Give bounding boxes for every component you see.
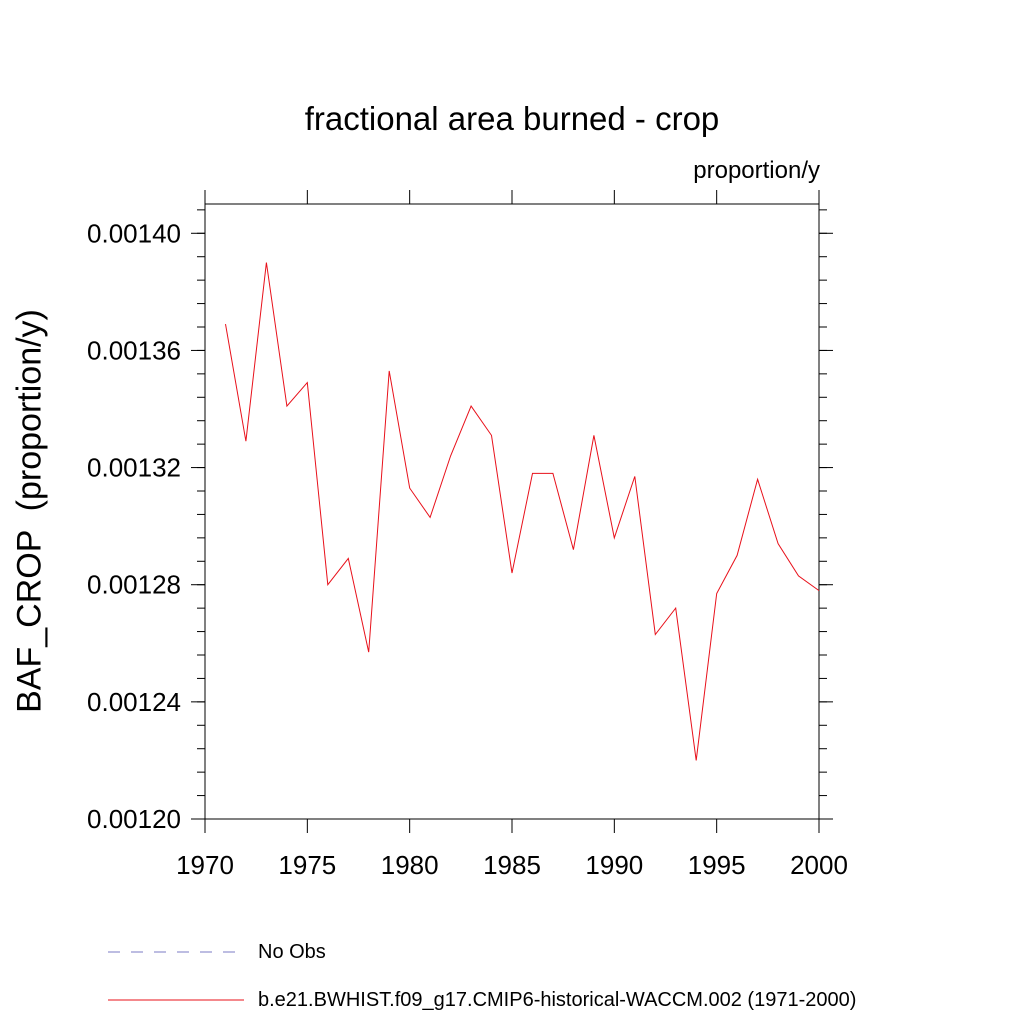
x-tick-label-1970: 1970 [176, 850, 234, 880]
data-point-1972 [245, 441, 246, 442]
x-tick-label-2000: 2000 [790, 850, 848, 880]
data-point-1991 [634, 476, 635, 477]
y-axis-label: BAF_CROP (proportion/y) [10, 309, 49, 713]
data-point-1997 [757, 479, 758, 480]
data-point-1995 [716, 593, 717, 594]
data-point-1979 [389, 370, 390, 371]
y-tick-label-0.00136: 0.00136 [87, 335, 181, 365]
y-tick-label-0.00132: 0.00132 [87, 453, 181, 483]
x-tick-label-1985: 1985 [483, 850, 541, 880]
y-tick-label-0.00120: 0.00120 [87, 804, 181, 834]
data-point-1976 [327, 584, 328, 585]
data-point-1974 [286, 406, 287, 407]
data-point-1992 [655, 634, 656, 635]
x-tick-label-1995: 1995 [688, 850, 746, 880]
data-point-1981 [430, 517, 431, 518]
data-point-1990 [614, 537, 615, 538]
data-point-1978 [368, 652, 369, 653]
data-point-1996 [737, 555, 738, 556]
x-tick-label-1975: 1975 [278, 850, 336, 880]
data-point-1984 [491, 435, 492, 436]
data-point-1982 [450, 455, 451, 456]
plot-frame [204, 203, 820, 820]
data-point-1980 [409, 488, 410, 489]
data-point-1971 [225, 324, 226, 325]
data-point-1994 [696, 760, 697, 761]
data-point-1993 [675, 608, 676, 609]
data-point-1977 [348, 558, 349, 559]
data-point-1988 [573, 549, 574, 550]
axis-ticks [191, 190, 833, 833]
tick-labels: 1970 1975 1980 1985 1990 1995 2000 0.00120 0.001… [87, 218, 848, 880]
y-tick-label-0.00140: 0.00140 [87, 218, 181, 248]
x-tick-label-1980: 1980 [381, 850, 439, 880]
series-line-0 [225, 262, 820, 761]
data-point-1975 [307, 382, 308, 383]
data-point-1986 [532, 473, 533, 474]
data-point-1998 [778, 543, 779, 544]
series-group [225, 262, 820, 761]
data-point-1987 [552, 473, 553, 474]
data-point-1989 [593, 435, 594, 436]
legend-label-model: b.e21.BWHIST.f09_g17.CMIP6-historical-WA… [258, 989, 857, 1011]
data-point-1973 [266, 262, 267, 263]
data-point-1983 [471, 406, 472, 407]
x-tick-label-1990: 1990 [585, 850, 643, 880]
units-label: proportion/y [693, 157, 820, 184]
data-point-1985 [511, 572, 512, 573]
chart-title: fractional area burned - crop [304, 100, 720, 137]
y-tick-label-0.00128: 0.00128 [87, 570, 181, 600]
data-point-1999 [798, 575, 799, 576]
data-point-2000 [818, 590, 819, 591]
legend-label-no-obs: No Obs [258, 941, 326, 963]
y-tick-label-0.00124: 0.00124 [87, 687, 181, 717]
